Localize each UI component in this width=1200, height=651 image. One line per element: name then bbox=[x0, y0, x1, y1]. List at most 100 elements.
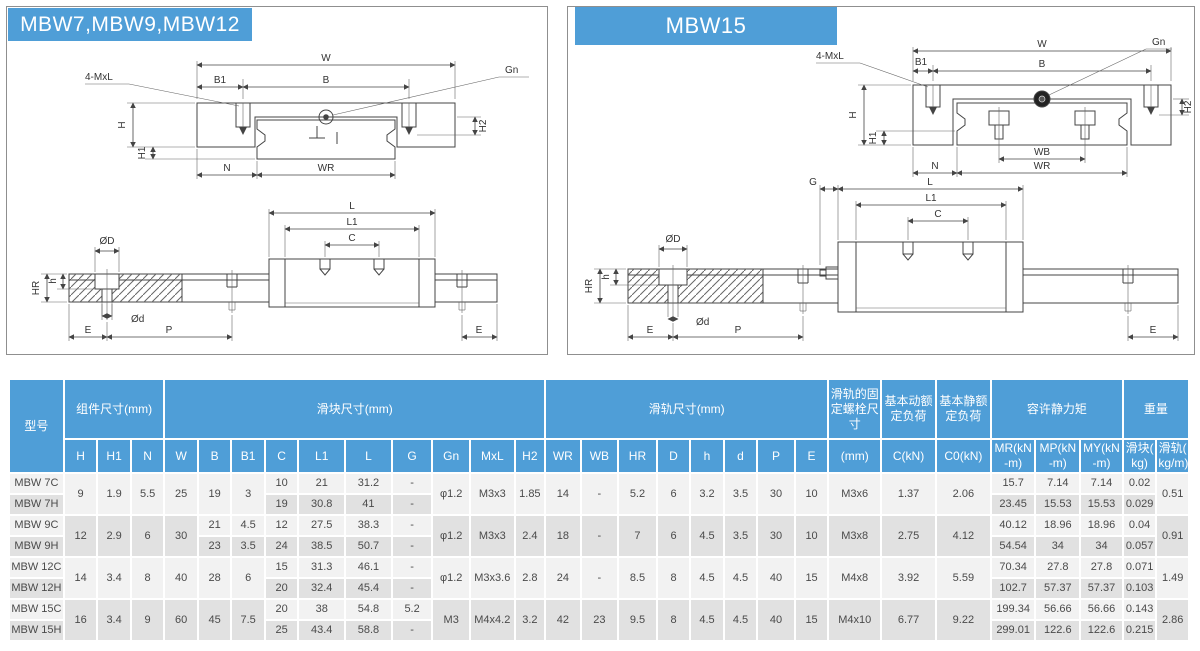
td-L: 50.7 bbox=[346, 537, 391, 556]
dim-e-right-label: E bbox=[1150, 325, 1157, 336]
td-MY: 57.37 bbox=[1081, 579, 1122, 598]
td-WB: 23 bbox=[581, 600, 618, 640]
td-L: 54.8 bbox=[346, 600, 391, 619]
mounting-screw-left bbox=[235, 102, 251, 135]
td-MY: 56.66 bbox=[1081, 600, 1122, 619]
group-header-rail-dims: 滑轨尺寸(mm) bbox=[546, 380, 828, 438]
dim-b-label: B bbox=[1039, 59, 1046, 70]
td-C: 20 bbox=[265, 579, 298, 598]
table-row: MBW 12C 14 3.4 8 40 28 6 15 31.3 46.1 - … bbox=[10, 558, 1188, 598]
td-model: MBW 12H bbox=[10, 579, 63, 598]
td-B1: 3 bbox=[232, 474, 264, 514]
td-L: 31.2 bbox=[346, 474, 391, 493]
td-B: 23 bbox=[198, 537, 231, 556]
dim-w-label: W bbox=[321, 53, 331, 64]
mounting-screw-left bbox=[925, 84, 941, 115]
dim-h2-label: H2 bbox=[478, 119, 489, 132]
col-my: MY(kN -m) bbox=[1081, 440, 1122, 472]
col-e: E bbox=[795, 440, 828, 472]
td-MY: 27.8 bbox=[1081, 558, 1122, 577]
rail-hole bbox=[1074, 107, 1096, 143]
cross-section-view: W B1 B 4-MxL Gn H H1 bbox=[816, 37, 1194, 177]
td-D: 6 bbox=[657, 516, 690, 556]
td-d: 3.5 bbox=[724, 474, 757, 514]
td-L: 41 bbox=[346, 495, 391, 514]
dim-l-label: L bbox=[927, 177, 933, 188]
td-L1: 32.4 bbox=[299, 579, 345, 598]
dim-n-label: N bbox=[931, 161, 938, 172]
td-C-kn: 3.92 bbox=[882, 558, 935, 598]
td-model: MBW 15C bbox=[10, 600, 63, 619]
group-header-dynamic-load: 基本动额定负荷 bbox=[882, 380, 935, 438]
dim-hr-label: HR bbox=[31, 281, 42, 295]
td-W: 25 bbox=[165, 474, 197, 514]
dim-odd-label: Ød bbox=[696, 317, 709, 328]
col-b: B bbox=[198, 440, 231, 472]
dim-od-label: ØD bbox=[100, 236, 115, 247]
td-h: 4.5 bbox=[691, 558, 723, 598]
spec-table: 型号 组件尺寸(mm) 滑块尺寸(mm) 滑轨尺寸(mm) 滑轨的固定螺栓尺寸 … bbox=[8, 378, 1190, 642]
dim-wr-label: WR bbox=[1034, 161, 1051, 172]
td-L1: 27.5 bbox=[299, 516, 345, 535]
group-header-block-dims: 滑块尺寸(mm) bbox=[165, 380, 545, 438]
dim-4mxl-label: 4-MxL bbox=[85, 72, 113, 83]
table-row: MBW 15C 16 3.4 9 60 45 7.5 20 38 54.8 5.… bbox=[10, 600, 1188, 640]
td-B: 21 bbox=[198, 516, 231, 535]
td-MR: 299.01 bbox=[991, 621, 1035, 640]
td-D: 6 bbox=[657, 474, 690, 514]
td-WR: 14 bbox=[546, 474, 580, 514]
td-P: 40 bbox=[758, 600, 794, 640]
td-rail-kg: 0.91 bbox=[1157, 516, 1188, 556]
td-HR: 8.5 bbox=[619, 558, 656, 598]
td-D: 8 bbox=[657, 558, 690, 598]
td-E: 15 bbox=[795, 558, 828, 598]
td-L1: 38.5 bbox=[299, 537, 345, 556]
td-C0-kn: 2.06 bbox=[936, 474, 990, 514]
td-model: MBW 12C bbox=[10, 558, 63, 577]
td-B: 45 bbox=[198, 600, 231, 640]
td-B1: 7.5 bbox=[232, 600, 264, 640]
td-W: 30 bbox=[165, 516, 197, 556]
group-header-rail-bolt: 滑轨的固定螺栓尺寸 bbox=[829, 380, 881, 438]
spec-table-wrap: 型号 组件尺寸(mm) 滑块尺寸(mm) 滑轨尺寸(mm) 滑轨的固定螺栓尺寸 … bbox=[8, 378, 1190, 642]
col-mxl: MxL bbox=[470, 440, 514, 472]
td-block-kg: 0.057 bbox=[1123, 537, 1156, 556]
td-MY: 34 bbox=[1081, 537, 1122, 556]
td-MP: 7.14 bbox=[1036, 474, 1080, 493]
td-MxL: M4x4.2 bbox=[470, 600, 514, 640]
col-w: W bbox=[165, 440, 197, 472]
td-C-kn: 6.77 bbox=[882, 600, 935, 640]
td-MR: 70.34 bbox=[991, 558, 1035, 577]
td-L: 46.1 bbox=[346, 558, 391, 577]
td-C: 12 bbox=[265, 516, 298, 535]
td-h: 4.5 bbox=[691, 600, 723, 640]
dim-w-label: W bbox=[1037, 39, 1047, 50]
td-MY: 15.53 bbox=[1081, 495, 1122, 514]
td-MR: 40.12 bbox=[991, 516, 1035, 535]
td-block-kg: 0.071 bbox=[1123, 558, 1156, 577]
col-h2: H2 bbox=[515, 440, 545, 472]
dim-c-label: C bbox=[934, 209, 941, 220]
td-Gn: φ1.2 bbox=[433, 516, 469, 556]
col-h-small: h bbox=[691, 440, 723, 472]
td-L: 58.8 bbox=[346, 621, 391, 640]
td-C: 15 bbox=[265, 558, 298, 577]
td-H: 16 bbox=[64, 600, 97, 640]
dim-h-label: H bbox=[117, 121, 128, 128]
td-E: 10 bbox=[795, 516, 828, 556]
td-MR: 54.54 bbox=[991, 537, 1035, 556]
td-C: 10 bbox=[265, 474, 298, 493]
td-model: MBW 7H bbox=[10, 495, 63, 514]
rail-bolt bbox=[797, 265, 809, 314]
dim-c-label: C bbox=[348, 233, 355, 244]
td-rail-kg: 2.86 bbox=[1157, 600, 1188, 640]
table-row: MBW 7H 19 30.8 41 - 23.45 15.53 15.53 0.… bbox=[10, 495, 1188, 514]
group-header-assembly-dims: 组件尺寸(mm) bbox=[64, 380, 164, 438]
dim-hr-label: HR bbox=[584, 279, 595, 293]
td-C0-kn: 5.59 bbox=[936, 558, 990, 598]
dim-p-label: P bbox=[166, 325, 173, 336]
td-WB: - bbox=[581, 474, 618, 514]
td-G: - bbox=[392, 474, 432, 493]
dim-h1-label: H1 bbox=[137, 146, 148, 159]
rail-bolt bbox=[226, 270, 238, 313]
